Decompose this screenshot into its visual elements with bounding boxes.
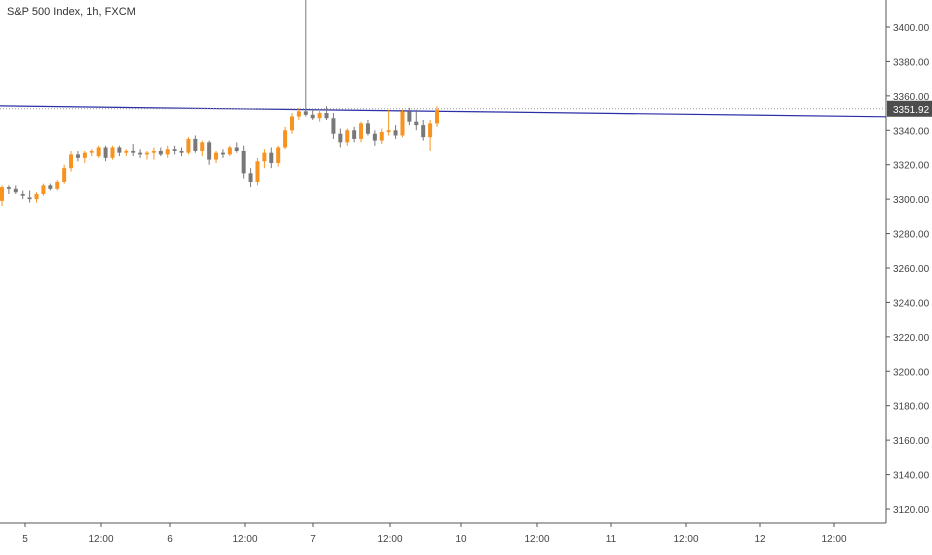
candle-body[interactable]: [6, 187, 11, 189]
y-tick-label: 3140.00: [893, 471, 930, 482]
y-tick-label: 3400.00: [893, 23, 930, 34]
price-label-text: 3351.92: [893, 105, 930, 116]
candle-body[interactable]: [151, 150, 156, 153]
candle-body[interactable]: [220, 152, 225, 155]
candle-body[interactable]: [96, 147, 101, 157]
candle-body[interactable]: [165, 149, 170, 155]
candle-body[interactable]: [186, 138, 191, 153]
price-label-box: [887, 100, 932, 117]
candle-body[interactable]: [428, 123, 433, 138]
candle-body[interactable]: [372, 133, 377, 141]
x-tick-label: 12:00: [377, 534, 402, 545]
candle-body[interactable]: [283, 130, 288, 148]
candle-body[interactable]: [365, 123, 370, 134]
x-tick-label: 7: [310, 534, 316, 545]
candle-body[interactable]: [145, 152, 149, 155]
candle-body[interactable]: [296, 111, 301, 117]
candle-body[interactable]: [0, 187, 4, 201]
candle-body[interactable]: [379, 132, 384, 141]
candle-body[interactable]: [20, 193, 25, 196]
x-tick-label: 12:00: [232, 534, 257, 545]
candle-body[interactable]: [124, 150, 129, 153]
candle-body[interactable]: [234, 147, 239, 151]
candle-body[interactable]: [262, 152, 267, 162]
candle-body[interactable]: [227, 147, 232, 155]
y-tick-label: 3220.00: [893, 333, 930, 344]
candle-body[interactable]: [269, 152, 274, 163]
candle-body[interactable]: [414, 121, 419, 126]
candle-body[interactable]: [179, 150, 184, 153]
candle-body[interactable]: [359, 123, 364, 139]
candle-body[interactable]: [214, 152, 219, 160]
candle-body[interactable]: [69, 154, 74, 169]
candle-body[interactable]: [193, 138, 198, 151]
x-tick-label: 11: [606, 534, 617, 545]
candle-body[interactable]: [324, 113, 329, 119]
candle-body[interactable]: [158, 150, 163, 155]
candle-body[interactable]: [82, 152, 87, 158]
candle-body[interactable]: [435, 109, 439, 124]
candle-body[interactable]: [89, 150, 94, 153]
x-tick-label: 12:00: [524, 534, 549, 545]
y-tick-label: 3360.00: [893, 92, 930, 103]
y-tick-label: 3120.00: [893, 505, 930, 516]
candle-body[interactable]: [131, 150, 136, 153]
candle-body[interactable]: [310, 114, 315, 119]
candle-body[interactable]: [248, 173, 253, 182]
y-tick-label: 3300.00: [893, 195, 930, 206]
candle-body[interactable]: [386, 130, 391, 133]
candle-body[interactable]: [303, 111, 308, 115]
x-tick-label: 10: [455, 534, 467, 545]
x-tick-label: 6: [167, 534, 173, 545]
candle-body[interactable]: [13, 188, 18, 193]
candle-body[interactable]: [103, 147, 108, 158]
candle-body[interactable]: [200, 142, 205, 151]
candle-body[interactable]: [75, 154, 80, 158]
x-tick-label: 12:00: [88, 534, 113, 545]
candle-body[interactable]: [421, 125, 426, 138]
candle-body[interactable]: [27, 197, 32, 200]
y-tick-label: 3240.00: [893, 298, 930, 309]
y-tick-label: 3380.00: [893, 57, 930, 68]
candle-body[interactable]: [110, 147, 115, 158]
candle-body[interactable]: [276, 147, 281, 163]
candle-body[interactable]: [41, 185, 46, 194]
candle-body[interactable]: [207, 142, 212, 160]
candle-body[interactable]: [117, 147, 122, 153]
candle-body[interactable]: [393, 130, 398, 136]
y-tick-label: 3180.00: [893, 402, 930, 413]
y-tick-label: 3280.00: [893, 230, 930, 241]
y-tick-label: 3260.00: [893, 264, 930, 275]
candle-body[interactable]: [255, 161, 260, 182]
candle-body[interactable]: [317, 113, 322, 119]
x-tick-label: 12:00: [821, 534, 846, 545]
candle-body[interactable]: [55, 181, 60, 189]
candle-body[interactable]: [138, 152, 143, 155]
y-tick-label: 3200.00: [893, 367, 930, 378]
candle-body[interactable]: [352, 130, 357, 139]
y-tick-label: 3320.00: [893, 161, 930, 172]
candle-body[interactable]: [345, 130, 350, 143]
candle-body[interactable]: [338, 133, 343, 143]
candle-body[interactable]: [172, 149, 177, 151]
trend-line[interactable]: [0, 105, 887, 118]
candle-body[interactable]: [48, 185, 53, 189]
candle-body[interactable]: [62, 168, 67, 182]
candle-body[interactable]: [407, 111, 412, 122]
x-tick-label: 12:00: [673, 534, 698, 545]
candle-body[interactable]: [34, 193, 39, 200]
x-tick-label: 5: [22, 534, 28, 545]
candle-body[interactable]: [331, 118, 336, 134]
chart-title: S&P 500 Index, 1h, FXCM: [7, 6, 136, 18]
candle-body[interactable]: [400, 111, 405, 136]
y-tick-label: 3160.00: [893, 436, 930, 447]
candle-body[interactable]: [241, 150, 246, 174]
candle-body[interactable]: [290, 116, 294, 131]
x-tick-label: 12: [754, 534, 766, 545]
y-tick-label: 3340.00: [893, 126, 930, 137]
